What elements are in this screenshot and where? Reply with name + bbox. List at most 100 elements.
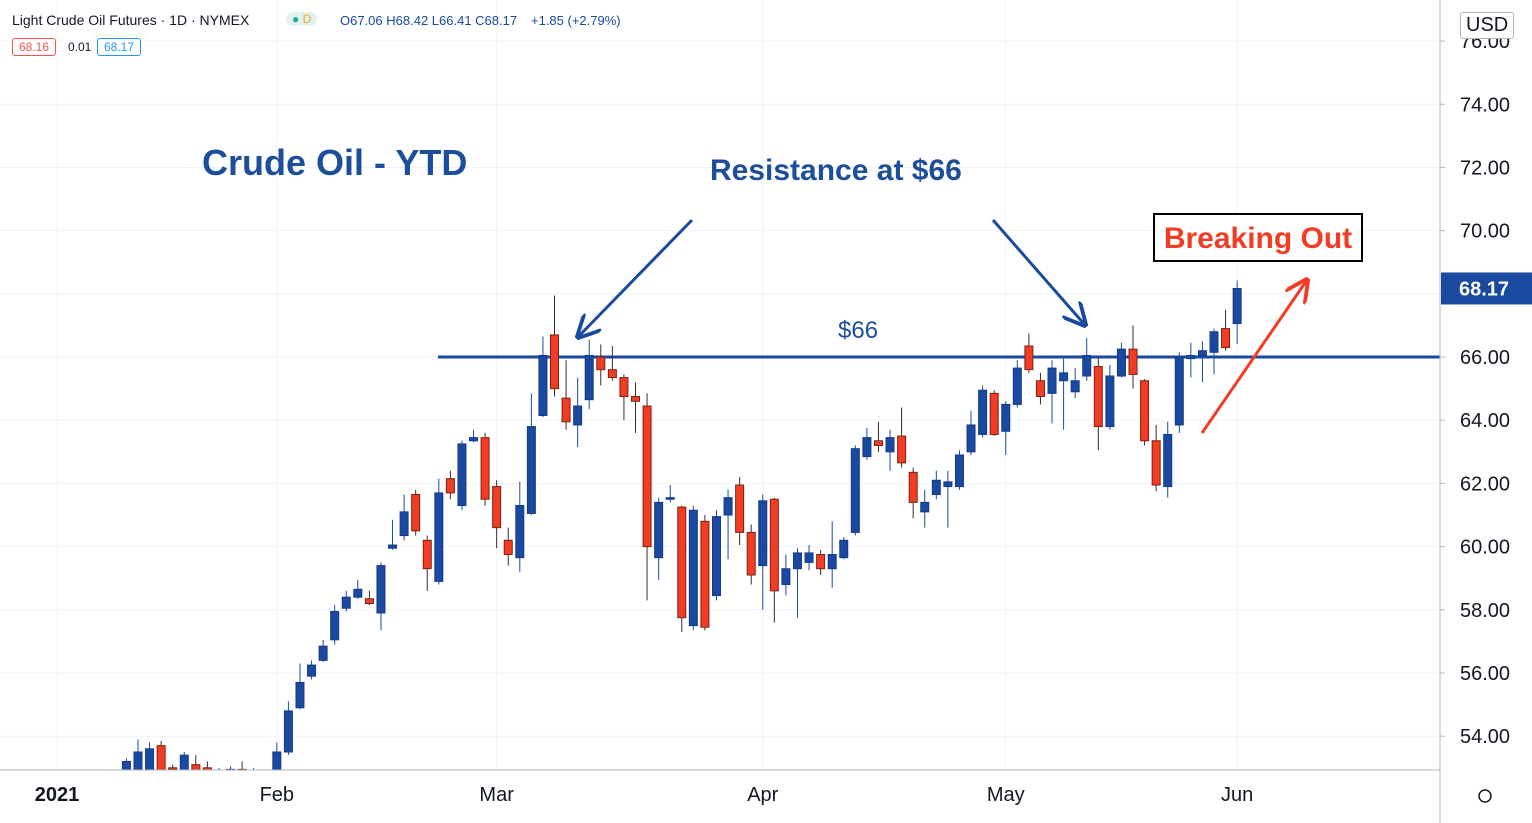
candle-body bbox=[966, 424, 976, 453]
ohlc: O67.06 H68.42 L66.41 C68.17 bbox=[340, 13, 518, 28]
candle-body bbox=[1024, 345, 1034, 371]
candle-body bbox=[503, 539, 513, 556]
candle-body bbox=[920, 501, 930, 513]
ask[interactable]: 68.17 bbox=[97, 38, 142, 56]
candle-body bbox=[1140, 380, 1150, 442]
candle-body bbox=[792, 552, 802, 570]
y-tick-label: 64.00 bbox=[1460, 410, 1510, 432]
candle-body bbox=[121, 760, 131, 770]
candle-body bbox=[989, 392, 999, 435]
arrow bbox=[1200, 280, 1307, 434]
annotation: Breaking Out bbox=[1164, 222, 1352, 255]
candle-body bbox=[735, 484, 745, 533]
arrow bbox=[991, 219, 1085, 325]
candle-body bbox=[1197, 350, 1207, 356]
candle-body bbox=[434, 492, 444, 582]
y-tick-label: 72.00 bbox=[1460, 157, 1510, 179]
y-tick-label: 74.00 bbox=[1460, 94, 1510, 116]
candle-body bbox=[607, 369, 617, 379]
y-tick-label: 66.00 bbox=[1460, 347, 1510, 369]
candle-body bbox=[1070, 380, 1080, 393]
badge[interactable]: ● D bbox=[286, 12, 318, 26]
y-tick-label: 56.00 bbox=[1460, 663, 1510, 685]
candle-body bbox=[168, 767, 178, 770]
candle-body bbox=[1059, 372, 1069, 382]
candle-body bbox=[133, 751, 143, 770]
candle-body bbox=[746, 531, 756, 576]
annotation: Resistance at $66 bbox=[710, 154, 962, 187]
candle-body bbox=[943, 481, 953, 488]
candle-body bbox=[584, 354, 594, 401]
candle-body bbox=[318, 645, 328, 661]
candle-body bbox=[376, 565, 386, 614]
candle-body bbox=[561, 397, 571, 423]
candle-body bbox=[341, 596, 351, 609]
candle-body bbox=[978, 389, 988, 435]
candle-body bbox=[654, 501, 664, 559]
candle-body bbox=[1035, 380, 1045, 398]
x-tick-label: 2021 bbox=[35, 784, 80, 806]
candle-body bbox=[1232, 287, 1242, 325]
annotation: $66 bbox=[838, 317, 878, 344]
candle-body bbox=[515, 505, 525, 559]
candle-body bbox=[179, 754, 189, 770]
candle-body bbox=[1105, 375, 1115, 428]
candle-body bbox=[619, 377, 629, 398]
candle-body bbox=[550, 334, 560, 390]
candle-body bbox=[908, 471, 918, 503]
candle-body bbox=[1082, 354, 1092, 377]
candle-body bbox=[422, 539, 432, 570]
candle-body bbox=[781, 568, 791, 586]
candle-body bbox=[526, 426, 536, 514]
candle-body bbox=[191, 764, 201, 770]
candle-body bbox=[492, 486, 502, 529]
candle-body bbox=[711, 516, 721, 597]
x-tick-label: Mar bbox=[479, 784, 514, 806]
candle-body bbox=[1221, 328, 1231, 349]
candle-body bbox=[804, 552, 814, 563]
candle-body bbox=[1012, 367, 1022, 405]
candle-body bbox=[631, 396, 640, 402]
candle-body bbox=[295, 681, 305, 709]
badge-text: D bbox=[302, 12, 312, 26]
candle-body bbox=[1001, 403, 1011, 432]
candle-body bbox=[399, 511, 409, 537]
settings-icon[interactable] bbox=[1478, 789, 1492, 803]
candle-body bbox=[816, 554, 826, 570]
x-tick-label: May bbox=[987, 784, 1025, 806]
candle-body bbox=[885, 437, 895, 453]
x-tick-label: Feb bbox=[260, 784, 294, 806]
arrow bbox=[578, 218, 694, 337]
spread: 0.01 bbox=[68, 40, 92, 54]
candle-body bbox=[700, 520, 710, 628]
x-tick-label: Apr bbox=[747, 784, 778, 806]
candle-body bbox=[1047, 367, 1057, 394]
currency[interactable]: USD bbox=[1460, 12, 1515, 39]
annotation-box bbox=[1153, 213, 1363, 262]
candle-body bbox=[215, 773, 223, 775]
candle-body bbox=[1116, 348, 1126, 377]
candle-body bbox=[931, 479, 941, 495]
candle-body bbox=[202, 767, 212, 770]
candle-body bbox=[1209, 331, 1219, 353]
candle-body bbox=[677, 506, 687, 619]
price-badge-label: 68.17 bbox=[1459, 278, 1509, 300]
y-tick-label: 60.00 bbox=[1460, 537, 1510, 559]
bid[interactable]: 68.16 bbox=[12, 38, 57, 56]
candle-body bbox=[723, 497, 733, 516]
candle-body bbox=[156, 745, 166, 770]
symbol[interactable]: Light Crude Oil Futures · 1D · NYMEX bbox=[12, 12, 250, 28]
candle-body bbox=[457, 443, 467, 507]
candle-body bbox=[897, 435, 907, 464]
price-badge bbox=[1441, 272, 1532, 305]
candle-body bbox=[353, 588, 363, 598]
candle-body bbox=[1093, 366, 1103, 428]
candle-body bbox=[1174, 356, 1184, 426]
candle-body bbox=[411, 493, 421, 532]
candle-body bbox=[596, 356, 606, 371]
candle-body bbox=[758, 500, 768, 567]
candle-body bbox=[261, 777, 269, 780]
candle-body bbox=[850, 448, 860, 533]
